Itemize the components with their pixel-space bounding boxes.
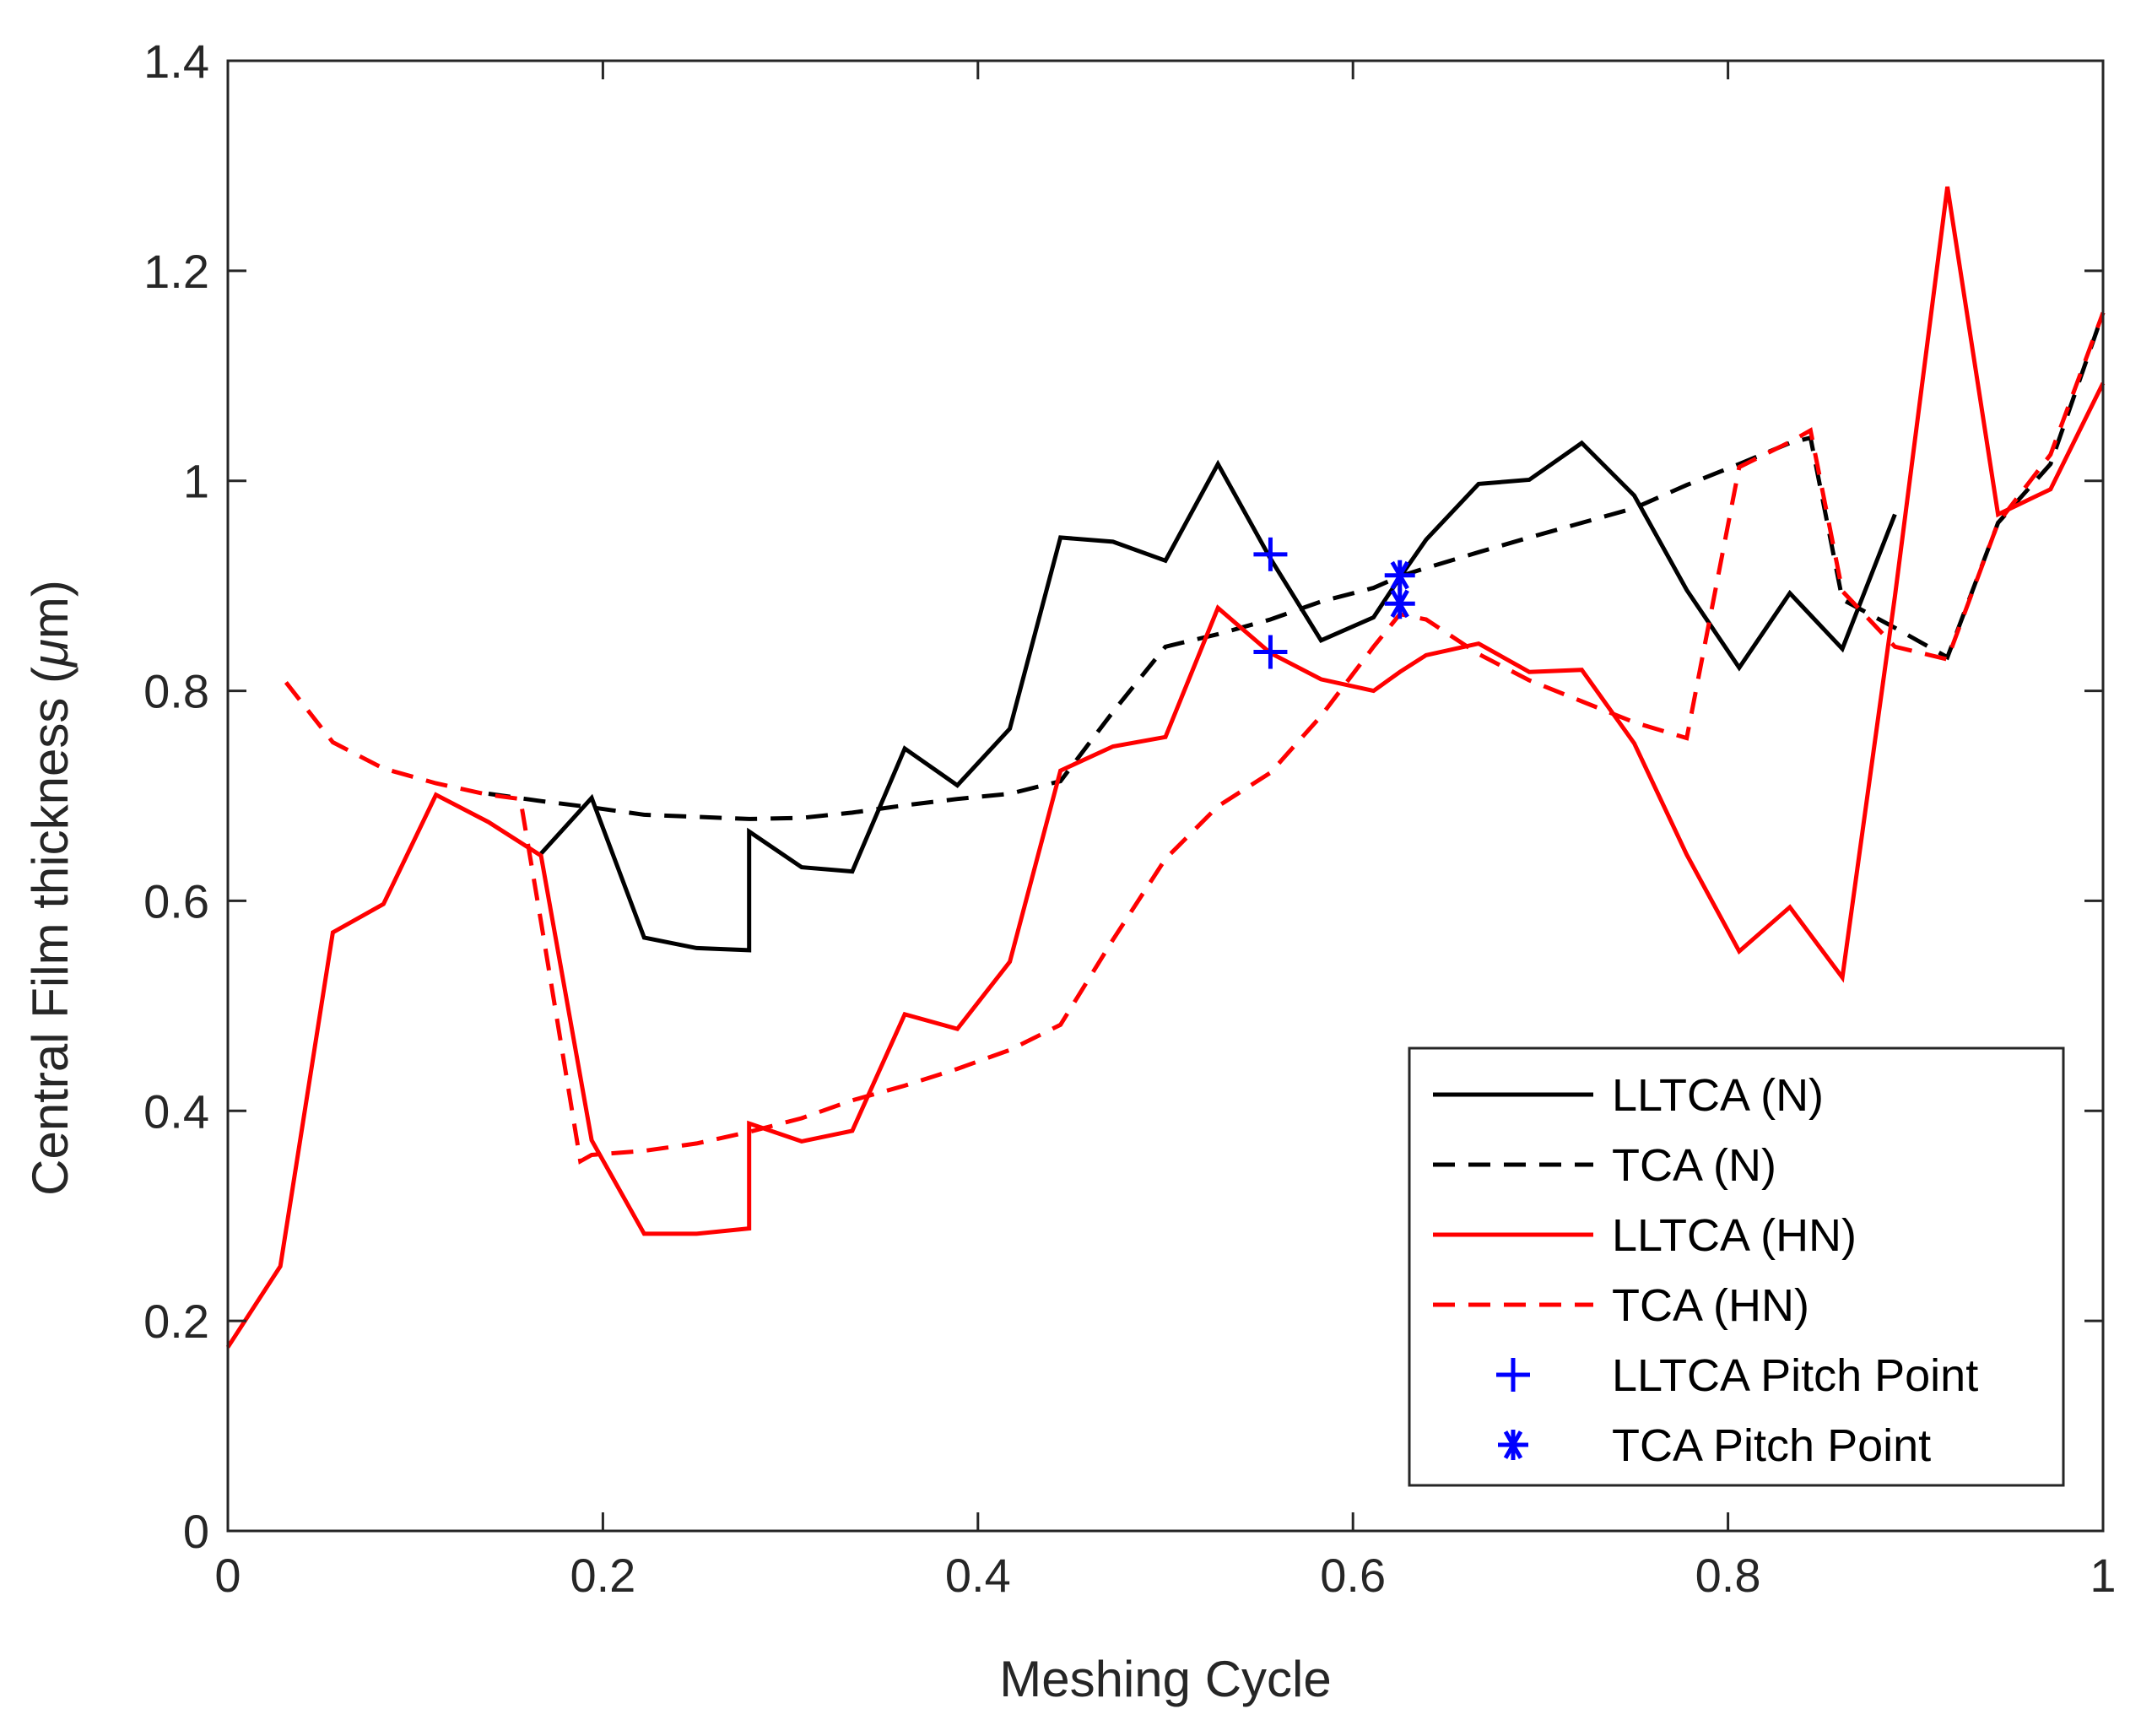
legend-entry-lltca-pitch-point-swatch bbox=[1496, 1358, 1530, 1392]
series-line-tca-hn bbox=[284, 311, 2106, 1165]
y-tick-label-7: 1.4 bbox=[143, 35, 209, 88]
y-axis-label: Central Film thickness (μm) bbox=[22, 580, 78, 1196]
legend-entry-lltca-hn: LLTCA (HN) bbox=[1433, 1210, 1857, 1261]
series-line-lltca-hn bbox=[225, 186, 2106, 1349]
y-axis-label-unit: m) bbox=[22, 580, 78, 639]
legend-entry-tca-hn-label: TCA (HN) bbox=[1612, 1280, 1809, 1331]
y-tick-label-3: 0.6 bbox=[143, 874, 209, 927]
x-tick-label-2: 0.4 bbox=[945, 1549, 1011, 1602]
marker-layer bbox=[1253, 537, 1415, 669]
marker-tca-pitch-point-0 bbox=[1384, 560, 1415, 591]
y-tick-label-6: 1.2 bbox=[143, 245, 209, 298]
x-tick-label-3: 0.6 bbox=[1320, 1549, 1386, 1602]
x-tick-label-0: 0 bbox=[214, 1549, 241, 1602]
y-tick-label-2: 0.4 bbox=[143, 1084, 209, 1138]
y-tick-label-1: 0.2 bbox=[143, 1295, 209, 1348]
legend-box bbox=[1408, 1046, 2065, 1487]
y-tick-label-4: 0.8 bbox=[143, 665, 209, 718]
axes-layer: 0 0.2 0.4 0.6 0.8 1 0 0.2 0.4 0.6 0.8 1 1.2 1.4 bbox=[143, 35, 2116, 1602]
marker-tca-pitch-point-1 bbox=[1384, 588, 1415, 619]
legend-entry-tca-pitch-point: TCA Pitch Point bbox=[1498, 1420, 1931, 1471]
y-tick-label-5: 1 bbox=[183, 455, 209, 508]
series-layer bbox=[225, 186, 2106, 1349]
y-axis-label-symbol: μ bbox=[22, 639, 78, 668]
legend-entry-tca-pitch-point-swatch bbox=[1498, 1430, 1528, 1460]
legend-entry-tca-pitch-point-label: TCA Pitch Point bbox=[1612, 1420, 1931, 1471]
series-line-lltca-n bbox=[539, 440, 1897, 953]
x-axis-label: Meshing Cycle bbox=[999, 1651, 1332, 1707]
y-axis-label-main: Central Film thickness ( bbox=[22, 667, 78, 1196]
legend-entry-lltca-hn-label: LLTCA (HN) bbox=[1612, 1210, 1857, 1261]
marker-lltca-pitch-point-0 bbox=[1253, 537, 1288, 571]
legend-entry-tca-n: TCA (N) bbox=[1433, 1140, 1776, 1191]
x-tick-label-1: 0.2 bbox=[570, 1549, 635, 1602]
legend-entry-lltca-n-label: LLTCA (N) bbox=[1612, 1070, 1824, 1121]
x-tick-label-4: 0.8 bbox=[1695, 1549, 1761, 1602]
legend-entry-lltca-n: LLTCA (N) bbox=[1433, 1070, 1824, 1121]
marker-lltca-pitch-point-1 bbox=[1253, 635, 1288, 669]
legend-entry-tca-n-label: TCA (N) bbox=[1612, 1140, 1776, 1191]
legend: LLTCA (N) TCA (N) LLTCA (HN) TCA (HN) LLTCA … bbox=[1408, 1046, 2065, 1487]
legend-entry-lltca-pitch-point: LLTCA Pitch Point bbox=[1496, 1350, 1978, 1401]
axes-frame bbox=[226, 59, 2105, 1533]
x-tick-label-5: 1 bbox=[2090, 1549, 2116, 1602]
series-line-tca-n bbox=[488, 311, 2106, 821]
legend-entry-tca-hn: TCA (HN) bbox=[1433, 1280, 1809, 1331]
legend-entry-lltca-pitch-point-label: LLTCA Pitch Point bbox=[1612, 1350, 1978, 1401]
y-tick-label-0: 0 bbox=[183, 1505, 209, 1558]
